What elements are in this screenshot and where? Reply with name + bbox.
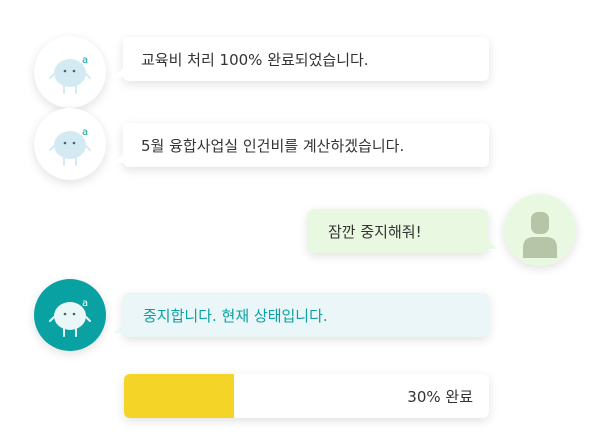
- svg-text:a: a: [82, 127, 88, 138]
- progress-bar: 30% 완료: [124, 374, 489, 418]
- bubble-tail: [487, 239, 497, 249]
- message-text: 교육비 처리 100% 완료되었습니다.: [141, 50, 369, 69]
- bubble-tail: [114, 153, 124, 163]
- svg-text:a: a: [82, 298, 88, 309]
- chat-bubble-bot: 5월 융합사업실 인건비를 계산하겠습니다.: [114, 123, 489, 167]
- progress-fill: [124, 374, 234, 418]
- message-text: 중지합니다. 현재 상태입니다.: [143, 306, 328, 325]
- robot-mascot-icon: a: [49, 298, 91, 337]
- bubble-tail: [114, 67, 124, 77]
- user-avatar: [504, 194, 576, 266]
- message-text: 잠깐 중지해줘!: [328, 222, 422, 241]
- progress-label: 30% 완료: [407, 387, 473, 406]
- robot-mascot-icon: a: [49, 127, 91, 166]
- bot-avatar: a: [34, 108, 106, 180]
- chat-bubble-bot: 교육비 처리 100% 완료되었습니다.: [114, 37, 489, 81]
- bot-avatar-active: a: [34, 279, 106, 351]
- robot-mascot-icon: a: [49, 55, 91, 94]
- bubble-tail: [114, 323, 124, 333]
- chat-bubble-user: 잠깐 중지해줘!: [308, 209, 497, 253]
- svg-text:a: a: [82, 55, 88, 66]
- chat-bubble-bot-active: 중지합니다. 현재 상태입니다.: [114, 293, 489, 337]
- message-text: 5월 융합사업실 인건비를 계산하겠습니다.: [141, 136, 405, 155]
- user-silhouette-icon: [523, 212, 557, 258]
- bot-avatar: a: [34, 36, 106, 108]
